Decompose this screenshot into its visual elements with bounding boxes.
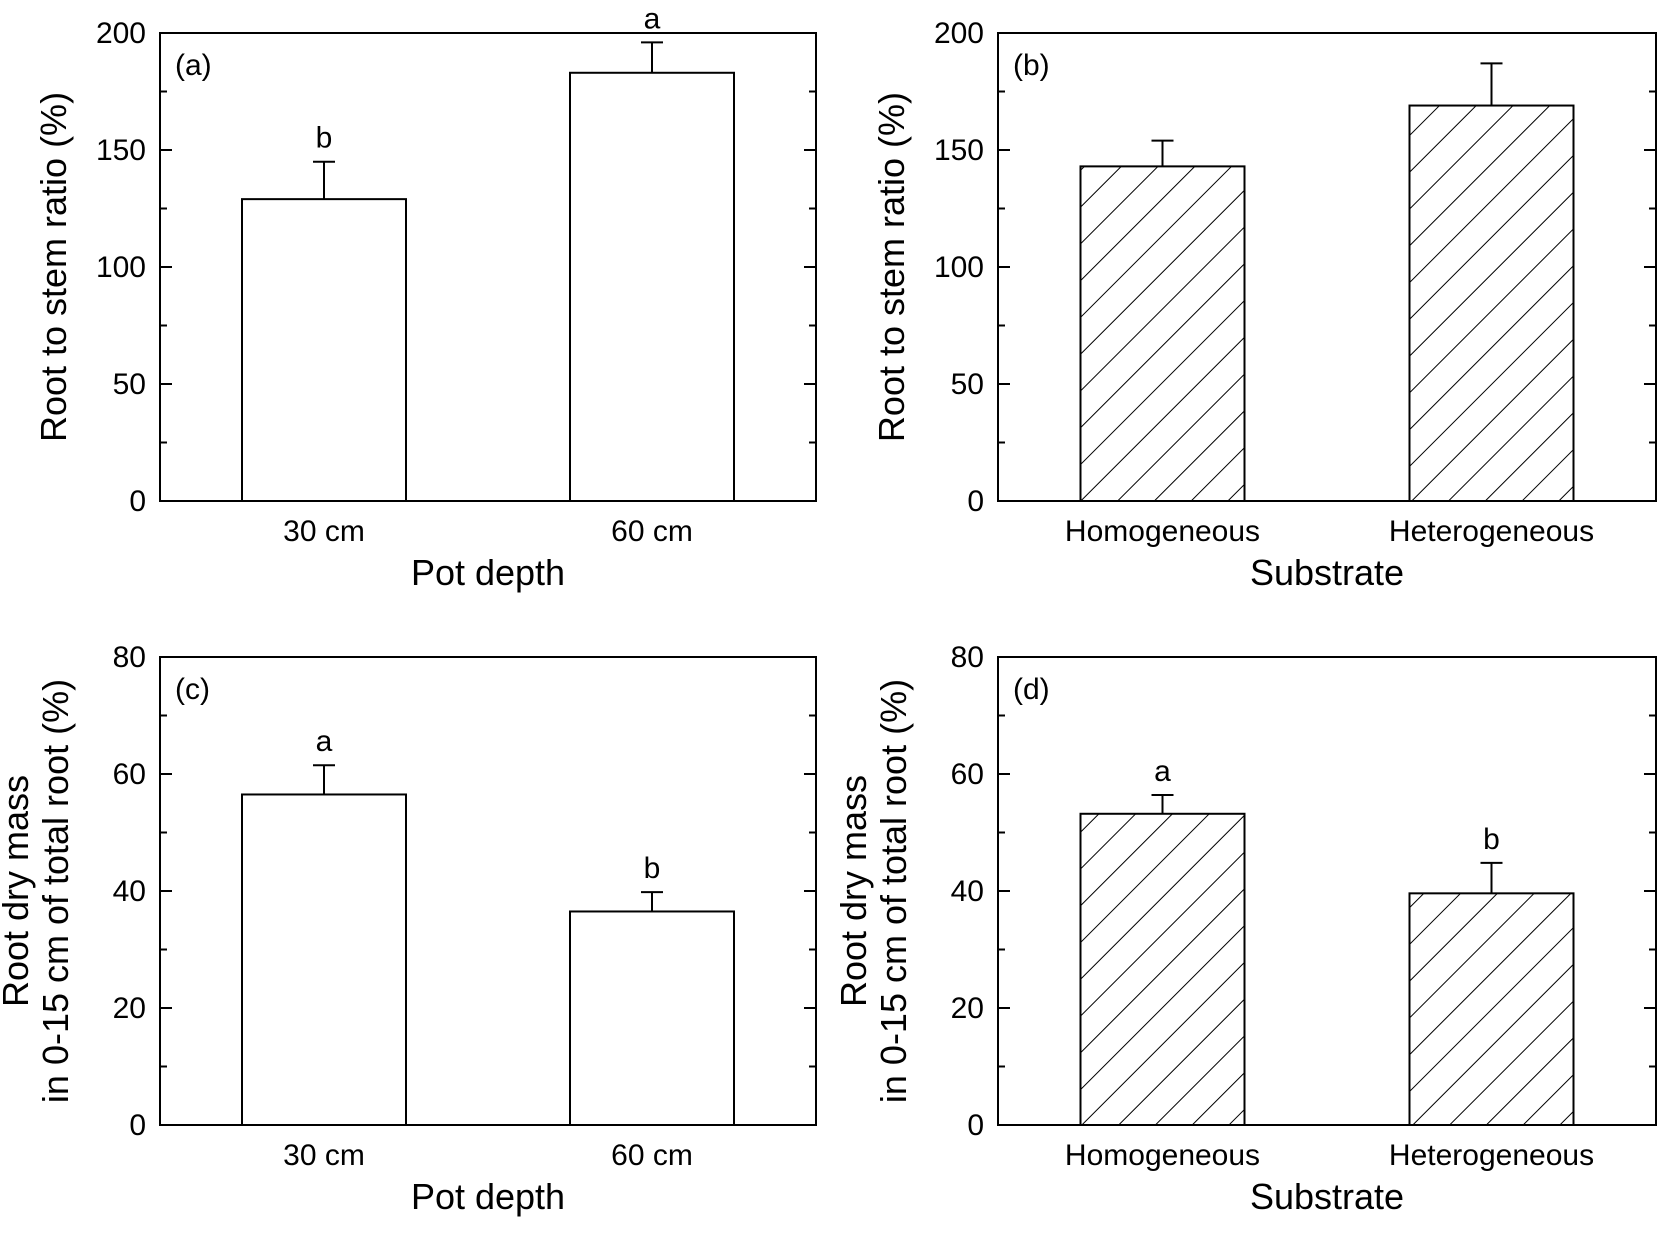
chart-b-panel-label: (b) xyxy=(1013,49,1050,82)
chart-d-y-tick-label: 80 xyxy=(951,641,984,674)
chart-c-x-tick-label-1: 30 cm xyxy=(283,1139,365,1172)
chart-c-panel-label: (c) xyxy=(175,673,210,706)
chart-c-y-axis-title-line-2: in 0-15 cm of total root (%) xyxy=(35,679,76,1103)
chart-c: a 30 cm b 60 cm 0 20 40 60 80 (c) Pot depth Root dr… xyxy=(0,641,817,1217)
chart-c-x-tick-label-2: 60 cm xyxy=(611,1139,693,1172)
chart-a-y-axis-title: Root to stem ratio (%) xyxy=(33,92,74,442)
chart-c-significance-letter-1: a xyxy=(316,725,333,758)
chart-a-bar-1 xyxy=(241,198,407,502)
chart-b-y-tick-label: 200 xyxy=(934,17,984,50)
chart-c-bar-1 xyxy=(241,793,407,1126)
chart-a-y-tick-label: 100 xyxy=(96,251,146,284)
chart-d-y-axis-title: Root dry massin 0-15 cm of total root (%… xyxy=(833,679,914,1103)
chart-d-bar-1 xyxy=(1079,812,1246,1127)
chart-a-panel-label: (a) xyxy=(175,49,212,82)
chart-d-panel-label: (d) xyxy=(1013,673,1050,706)
chart-a-y-axis-title-line-1: Root to stem ratio (%) xyxy=(33,92,74,442)
chart-b-x-tick-label-1: Homogeneous xyxy=(1065,515,1260,548)
chart-c-y-tick-label: 80 xyxy=(113,641,146,674)
chart-b-bar-1 xyxy=(1079,165,1246,502)
chart-d-x-tick-label-2: Heterogeneous xyxy=(1389,1139,1594,1172)
chart-d-x-axis-title: Substrate xyxy=(1250,1176,1404,1217)
chart-a-bar-2 xyxy=(569,71,735,502)
chart-a-x-tick-label-1: 30 cm xyxy=(283,515,365,548)
chart-d-significance-letter-1: a xyxy=(1154,755,1171,788)
chart-d-x-tick-label-1: Homogeneous xyxy=(1065,1139,1260,1172)
chart-b: Homogeneous Heterogeneous 0 50 100 150 200 (b) S… xyxy=(871,17,1657,593)
chart-d-y-tick-label: 40 xyxy=(951,875,984,908)
chart-b-y-tick-label: 0 xyxy=(967,485,984,518)
chart-d-y-tick-label: 60 xyxy=(951,758,984,791)
chart-d-significance-letter-2: b xyxy=(1483,823,1500,856)
chart-a-y-tick-label: 50 xyxy=(113,368,146,401)
chart-b-y-tick-label: 50 xyxy=(951,368,984,401)
chart-a-significance-letter-2: a xyxy=(644,2,661,35)
chart-c-y-axis-title: Root dry massin 0-15 cm of total root (%… xyxy=(0,679,76,1103)
chart-a-x-tick-label-2: 60 cm xyxy=(611,515,693,548)
chart-b-bar-2 xyxy=(1408,104,1575,502)
chart-c-significance-letter-2: b xyxy=(644,852,661,885)
chart-b-x-axis-title: Substrate xyxy=(1250,552,1404,593)
chart-a-significance-letter-1: b xyxy=(316,122,333,155)
chart-b-y-axis-title: Root to stem ratio (%) xyxy=(871,92,912,442)
chart-c-x-axis-title: Pot depth xyxy=(411,1176,565,1217)
chart-c-bar-2 xyxy=(569,910,735,1126)
chart-c-y-tick-label: 0 xyxy=(129,1109,146,1142)
chart-b-x-tick-label-2: Heterogeneous xyxy=(1389,515,1594,548)
chart-b-y-tick-label: 150 xyxy=(934,134,984,167)
chart-a-y-tick-label: 0 xyxy=(129,485,146,518)
chart-a-y-tick-label: 150 xyxy=(96,134,146,167)
chart-a: b 30 cm a 60 cm 0 50 100 150 200 (a) Pot depth Root… xyxy=(33,2,817,593)
chart-d-bar-2 xyxy=(1408,892,1575,1127)
chart-c-y-axis-title-line-1: Root dry mass xyxy=(0,775,36,1007)
chart-b-y-tick-label: 100 xyxy=(934,251,984,284)
chart-c-y-tick-label: 20 xyxy=(113,992,146,1025)
chart-b-y-axis-title-line-1: Root to stem ratio (%) xyxy=(871,92,912,442)
chart-d-y-axis-title-line-1: Root dry mass xyxy=(833,775,874,1007)
chart-d-y-tick-label: 20 xyxy=(951,992,984,1025)
chart-d: a Homogeneous b Heterogeneous 0 20 40 60 80 (d) Su… xyxy=(833,641,1657,1217)
chart-a-x-axis-title: Pot depth xyxy=(411,552,565,593)
chart-d-y-axis-title-line-2: in 0-15 cm of total root (%) xyxy=(873,679,914,1103)
chart-c-y-tick-label: 60 xyxy=(113,758,146,791)
chart-d-y-tick-label: 0 xyxy=(967,1109,984,1142)
chart-a-y-tick-label: 200 xyxy=(96,17,146,50)
chart-c-y-tick-label: 40 xyxy=(113,875,146,908)
